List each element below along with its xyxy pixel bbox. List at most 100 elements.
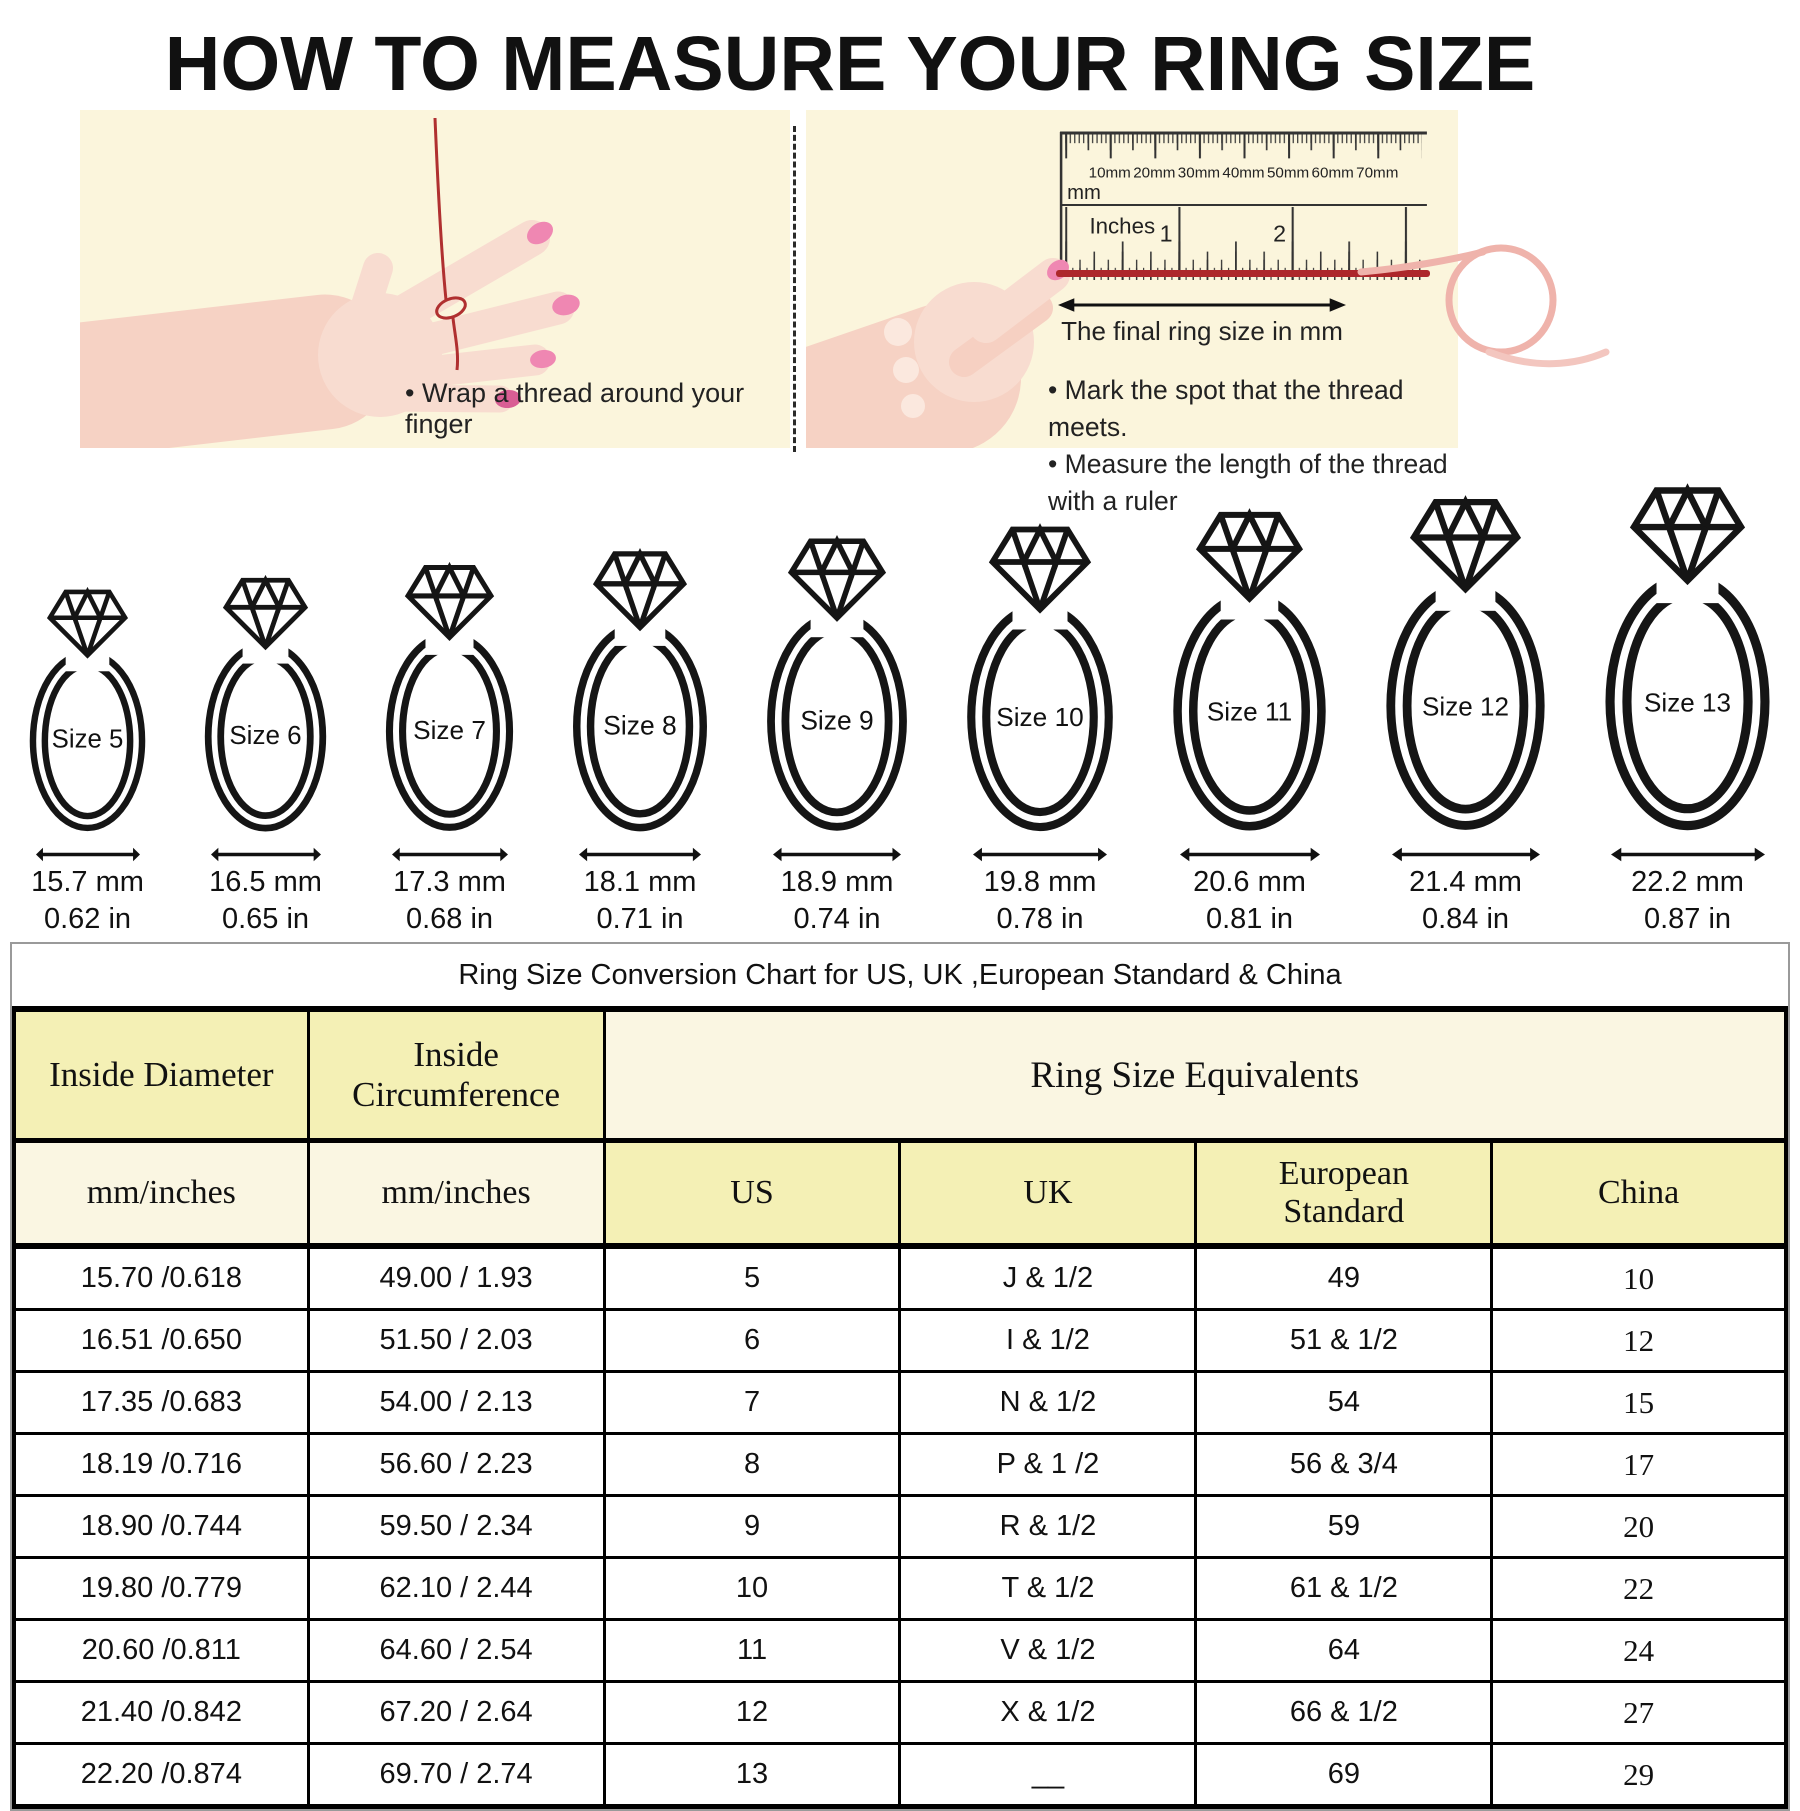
cell-inside-circumference: 51.50 / 2.03 [306,1308,606,1373]
ring-size-item: Size 6 16.5 mm 0.65 in [203,476,328,937]
header-inside-circumference: Inside Circumference [306,1007,606,1143]
table-header-row-1: Inside Diameter Inside Circumference Rin… [11,1007,1788,1143]
ruler-inch-1: 1 [1160,220,1173,246]
cell-inside-diameter: 20.60 /0.811 [11,1618,310,1683]
ring-diameter-in: 0.62 in [43,902,132,935]
ring-diameter-mm: 18.1 mm [583,866,697,898]
cell-european: 64 [1194,1618,1494,1683]
diamond-ring-icon: Size 7 [384,561,515,834]
cell-inside-circumference: 64.60 / 2.54 [306,1618,606,1683]
instruction-measure-length: • Measure the length of the thread with … [1048,449,1448,517]
ring-diameter-in: 0.78 in [996,902,1084,935]
ring-size-label: Size 11 [1207,696,1292,726]
ring-size-item: Size 12 21.4 mm 0.84 in [1384,476,1547,937]
ring-size-item: Size 5 15.7 mm 0.62 in [28,476,147,937]
ring-size-conversion-table: Ring Size Conversion Chart for US, UK ,E… [11,944,1789,1809]
ring-diameter-in: 0.84 in [1421,902,1510,935]
cell-uk: R & 1/2 [898,1494,1198,1559]
ring-size-label: Size 12 [1422,692,1509,722]
cell-inside-circumference: 56.60 / 2.23 [306,1432,606,1497]
diameter-arrow-icon [579,847,701,862]
table-row: 18.19 /0.716 56.60 / 2.23 8 P & 1 /2 56 … [11,1432,1789,1497]
header-ring-size-equivalents: Ring Size Equivalents [602,1007,1788,1143]
table-title-row: Ring Size Conversion Chart for US, UK ,E… [14,944,1786,1012]
cell-inside-circumference: 62.10 / 2.44 [306,1556,606,1621]
ring-diameter-in: 0.68 in [405,902,494,935]
ring-sizes-row: Size 5 15.7 mm 0.62 in Size 6 16.5 mm 0.… [28,476,1772,937]
hand-with-thread-illustration [80,117,580,448]
ring-size-label: Size 5 [52,726,124,754]
cell-european: 54 [1194,1370,1494,1435]
cell-uk: X & 1/2 [898,1680,1198,1745]
cell-inside-circumference: 69.70 / 2.74 [306,1742,606,1809]
ring-diameter-in: 0.65 in [221,902,310,935]
instruction-wrap-thread: • Wrap a thread around your finger [405,378,745,439]
cell-european: 56 & 3/4 [1194,1432,1494,1497]
header-uk: UK [898,1139,1198,1249]
cell-inside-diameter: 17.35 /0.683 [11,1370,310,1435]
page-title: HOW TO MEASURE YOUR RING SIZE [164,21,1536,107]
cell-china: 10 [1490,1244,1789,1311]
ruler-mm-labels: 10mm 20mm 30mm 40mm 50mm 60mm 70mm [1089,165,1399,182]
ruler-mm-unit: mm [1067,182,1101,204]
ring-diameter-mm: 16.5 mm [209,866,322,898]
cell-european: 49 [1194,1244,1494,1311]
diamond-ring-icon: Size 8 [571,547,709,835]
diameter-arrow-icon [773,847,901,862]
ring-size-item: Size 8 18.1 mm 0.71 in [571,476,709,937]
header-us: US [602,1139,902,1249]
cell-china: 29 [1490,1742,1789,1809]
dashed-divider [793,126,796,452]
measure-arrow-icon [1058,298,1346,312]
ring-diameter-mm: 19.8 mm [983,866,1097,898]
panel-measure-thread: 10mm 20mm 30mm 40mm 50mm 60mm 70mm mm In… [806,110,1610,516]
cell-us: 8 [602,1432,902,1497]
ring-diameter-in: 0.74 in [793,902,881,935]
svg-text:20mm: 20mm [1133,165,1175,182]
diamond-ring-icon: Size 6 [203,574,328,834]
diamond-ring-icon: Size 9 [765,534,909,834]
panel-wrap-thread: • Wrap a thread around your finger [80,110,790,448]
ring-size-label: Size 9 [800,706,873,736]
svg-text:60mm: 60mm [1312,165,1354,182]
diameter-arrow-icon [1391,847,1540,862]
table-row: 19.80 /0.779 62.10 / 2.44 10 T & 1/2 61 … [11,1556,1789,1621]
table-row: 16.51 /0.650 51.50 / 2.03 6 I & 1/2 51 &… [11,1308,1789,1373]
cell-china: 22 [1490,1556,1789,1621]
diameter-arrow-icon [1610,847,1765,862]
table-title: Ring Size Conversion Chart for US, UK ,E… [14,944,1786,1012]
ring-size-item: Size 13 22.2 mm 0.87 in [1603,476,1772,937]
conversion-table-wrap: Ring Size Conversion Chart for US, UK ,E… [10,942,1790,1811]
cell-us: 12 [602,1680,902,1745]
cell-china: 27 [1490,1680,1789,1745]
cell-uk: J & 1/2 [898,1244,1198,1311]
ring-size-item: Size 7 17.3 mm 0.68 in [384,476,515,937]
diameter-arrow-icon [210,847,321,862]
cell-inside-circumference: 67.20 / 2.64 [306,1680,606,1745]
ring-diameter-mm: 18.9 mm [780,866,894,898]
ring-diameter-mm: 21.4 mm [1409,866,1522,898]
ring-size-label: Size 13 [1644,687,1731,717]
cell-inside-diameter: 21.40 /0.842 [11,1680,310,1745]
cell-china: 20 [1490,1494,1789,1559]
ring-diameter-mm: 22.2 mm [1631,866,1744,898]
table-row: 17.35 /0.683 54.00 / 2.13 7 N & 1/2 54 1… [11,1370,1789,1435]
header-china: China [1490,1139,1789,1249]
ring-size-label: Size 7 [413,715,486,745]
cell-us: 5 [602,1244,902,1311]
thread-loop-illustration [1357,244,1610,368]
svg-text:10mm: 10mm [1089,165,1131,182]
svg-text:40mm: 40mm [1222,165,1264,182]
cell-inside-diameter: 18.90 /0.744 [11,1494,310,1559]
diamond-ring-icon: Size 12 [1384,494,1547,834]
header-european-standard: European Standard [1194,1139,1494,1249]
ring-size-item: Size 9 18.9 mm 0.74 in [765,476,909,937]
diamond-ring-icon: Size 5 [28,586,147,834]
ring-size-item: Size 10 19.8 mm 0.78 in [965,476,1115,937]
diameter-arrow-icon [35,847,140,862]
cell-european: 66 & 1/2 [1194,1680,1494,1745]
diameter-arrow-icon [973,847,1107,862]
cell-us: 9 [602,1494,902,1559]
cell-china: 12 [1490,1308,1789,1373]
cell-inside-diameter: 22.20 /0.874 [11,1742,310,1809]
